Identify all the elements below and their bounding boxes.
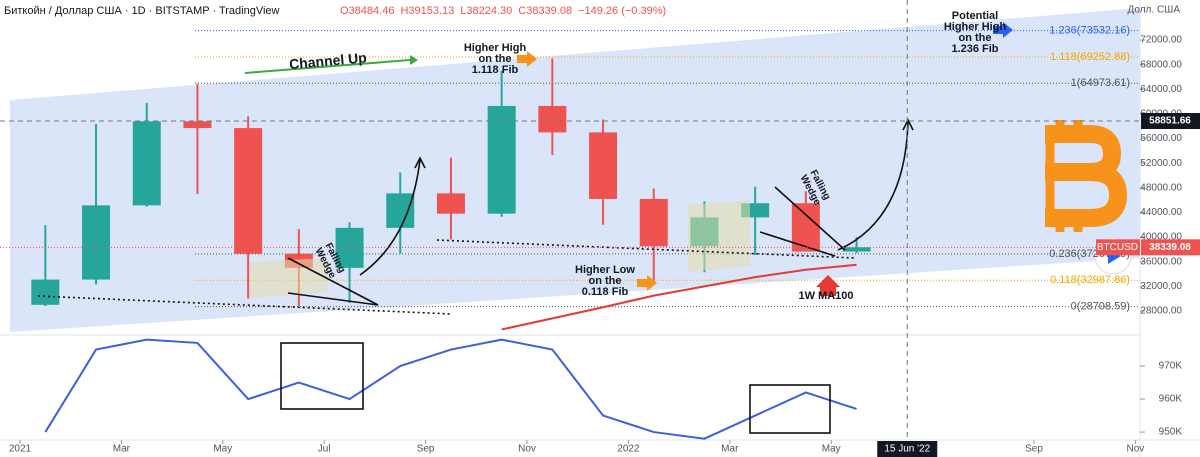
y-tick-label: 56000.00: [1140, 133, 1182, 144]
y-tick-label: 44000.00: [1140, 207, 1182, 218]
candle-body: [82, 205, 111, 280]
header-value: H39153.13: [400, 5, 454, 17]
blue-arrow: [993, 22, 1013, 38]
y-tick-label: 32000.00: [1140, 281, 1182, 292]
y-tick-label: 52000.00: [1140, 158, 1182, 169]
annotation: Potential: [952, 10, 998, 22]
annotation: 1.118 Fib: [472, 64, 519, 76]
annotation: on the: [479, 53, 512, 65]
orange-arrow: [637, 275, 657, 291]
annotation: Higher High: [944, 21, 1007, 33]
date-tag-bg: [877, 441, 938, 457]
drawings: [37, 118, 914, 434]
axis-unit: Долл. США: [1127, 5, 1180, 16]
header-value: L38224.30: [460, 5, 512, 17]
x-tick-label: Nov: [518, 444, 536, 455]
range-box: [688, 200, 750, 272]
x-tick-label: Nov: [1127, 444, 1145, 455]
y-tick-label: 28000.00: [1140, 306, 1182, 317]
annotation: Higher High: [464, 42, 527, 54]
annotation: 1W MA100: [798, 290, 853, 302]
x-tick-label: Sep: [1025, 444, 1043, 455]
fib-label: 0.118(32987.86): [1050, 274, 1130, 286]
symbol-tag: BTCUSD: [1097, 242, 1138, 253]
header-value: O38484.46: [340, 5, 394, 17]
y-tick-label: 970K: [1159, 361, 1183, 372]
candle-body: [842, 247, 871, 252]
annotation: 0.118 Fib: [582, 286, 629, 298]
highlight-box: [749, 384, 831, 434]
y-tick-label: 40000.00: [1140, 232, 1182, 243]
candle-body: [487, 105, 516, 214]
crosshair-price: 58851.66: [1149, 116, 1191, 127]
arrow-head: [410, 55, 418, 65]
y-tick-label: 950K: [1159, 427, 1183, 438]
orange-arrow: [517, 51, 537, 67]
candle-body: [436, 193, 465, 214]
candle-body: [31, 279, 60, 305]
annotation: Higher Low: [575, 264, 635, 276]
candle-body: [386, 193, 415, 228]
header-value: C38339.08: [518, 5, 572, 17]
ma-line: [501, 263, 857, 331]
candle-body: [183, 121, 212, 129]
x-tick-label: May: [213, 444, 232, 455]
x-tick-label: Mar: [721, 444, 739, 455]
indicator-line: [44, 338, 857, 440]
y-tick-label: 48000.00: [1140, 182, 1182, 193]
y-tick-label: 72000.00: [1140, 35, 1182, 46]
arrow-head: [414, 156, 426, 169]
wedge-line: [287, 257, 379, 306]
x-tick-label: May: [822, 444, 841, 455]
annotation: on the: [959, 32, 992, 44]
wedge-line: [774, 186, 846, 251]
annotation: 1.236 Fib: [951, 43, 998, 55]
price-tag-bg: [1141, 112, 1200, 129]
annotation: on the: [589, 275, 622, 287]
x-tick-label: Jul: [318, 444, 331, 455]
cursor-date: 15 Jun '22: [884, 444, 930, 455]
arrow-head: [902, 118, 914, 131]
header-value: −149.26 (−0.39%): [578, 5, 666, 17]
candle-body: [234, 128, 263, 254]
candle-body: [335, 227, 364, 268]
bitcoin-logo: [1045, 120, 1128, 232]
range-box: [250, 258, 328, 298]
fib-label: 1.236(73532.16): [1049, 24, 1130, 36]
red-arrow-stem: [820, 286, 836, 296]
candle-body: [538, 105, 567, 133]
x-tick-label: 2021: [9, 444, 32, 455]
red-arrow: [816, 275, 840, 287]
y-tick-label: 960K: [1159, 394, 1183, 405]
channel-arrow: [244, 59, 411, 74]
x-tick-label: Mar: [113, 444, 131, 455]
symbol-tag-bg: [1096, 239, 1140, 256]
projection-arrow: [837, 121, 909, 251]
highlight-box: [280, 342, 364, 410]
candle-body: [639, 198, 668, 247]
price-tag-bg: [1141, 239, 1200, 256]
x-tick-label: 2022: [617, 444, 640, 455]
last-price: 38339.08: [1149, 242, 1191, 253]
wedge-line: [287, 292, 379, 306]
x-tick-label: Sep: [417, 444, 435, 455]
y-tick-label: 36000.00: [1140, 256, 1182, 267]
candle-body: [132, 121, 161, 206]
y-tick-label: 64000.00: [1140, 84, 1182, 95]
indicator-pane: [44, 338, 857, 440]
wedge-line: [759, 231, 836, 257]
projection-arrow: [359, 159, 421, 276]
fib-label: 1.118(69252.88): [1050, 51, 1130, 63]
annotation: Channel Up: [288, 49, 367, 72]
logo-body: [1045, 125, 1128, 227]
trend-line: [37, 295, 453, 315]
y-tick-label: 68000.00: [1140, 59, 1182, 70]
fib-label: 1(64973.61): [1071, 77, 1130, 89]
candle-body: [589, 132, 618, 199]
header-title: Биткойн / Доллар США · 1D · BITSTAMP · T…: [4, 5, 280, 17]
fib-label: 0(28708.59): [1071, 301, 1130, 313]
